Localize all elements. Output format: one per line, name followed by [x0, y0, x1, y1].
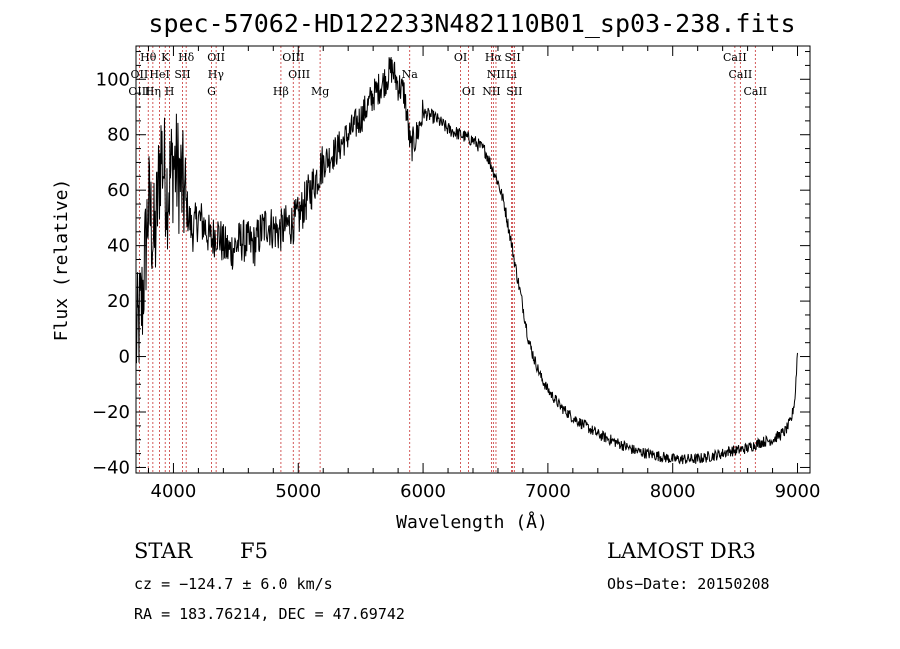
y-tick-label: −40 — [92, 457, 130, 478]
spectral-line-label: G — [207, 85, 216, 98]
spectral-line-label: OIII — [128, 85, 150, 98]
spectral-line-label: OIII — [282, 51, 304, 64]
spectral-line-label: Hδ — [178, 51, 195, 64]
obs-date: Obs−Date: 20150208 — [607, 575, 770, 593]
chart-title: spec-57062-HD122233N482110B01_sp03-238.f… — [148, 9, 795, 38]
x-axis-label: Wavelength (Å) — [396, 511, 548, 533]
x-tick-label: 7000 — [525, 481, 571, 502]
spectral-line-label: SII — [174, 68, 190, 81]
spectral-line-label: SII — [506, 85, 522, 98]
object-subclass: F5 — [240, 539, 268, 563]
spectral-line-label: H — [165, 85, 175, 98]
y-tick-label: 60 — [107, 180, 130, 201]
x-tick-label: 6000 — [400, 481, 446, 502]
x-tick-label: 4000 — [151, 481, 197, 502]
axis-ticks: 4000 5000 6000 7000 8000 9000 −40 −20 0 20 40 60 80 1… — [92, 46, 820, 502]
plot-frame — [135, 45, 811, 474]
spectral-line-label: NII — [482, 85, 500, 98]
spectral-line-label: K — [161, 51, 170, 64]
spectral-line-label: Hβ — [273, 85, 289, 98]
spectral-line-label: Li — [506, 68, 517, 81]
spectral-line-label: Mg — [311, 85, 329, 98]
survey-name: LAMOST DR3 — [607, 539, 756, 563]
spectral-line-label: OII — [131, 68, 149, 81]
spectral-line-label: SII — [504, 51, 520, 64]
y-tick-label: 40 — [107, 236, 130, 257]
object-class: STAR — [134, 539, 193, 563]
spectral-line-label: OII — [207, 51, 225, 64]
spectral-line-label: Na — [402, 68, 419, 81]
cz-value: cz = −124.7 ± 6.0 km/s — [134, 575, 333, 593]
y-tick-label: 100 — [96, 69, 130, 90]
spectral-line-label: Hγ — [208, 68, 225, 81]
spectral-line-label: CaII — [723, 51, 747, 64]
spectral-line-label: OI — [454, 51, 467, 64]
y-axis-label: Flux (relative) — [51, 179, 72, 342]
spectral-line-label: Hθ — [140, 51, 157, 64]
y-tick-label: 80 — [107, 125, 130, 146]
spectral-line-label: HeI — [149, 68, 169, 81]
spectral-line-label: NII — [487, 68, 505, 81]
spectral-line-label: CaII — [743, 85, 767, 98]
x-tick-label: 8000 — [650, 481, 696, 502]
spectral-line-label: Hη — [145, 85, 161, 98]
x-tick-label: 9000 — [775, 481, 821, 502]
coordinates: RA = 183.76214, DEC = 47.69742 — [134, 605, 405, 623]
x-tick-label: 5000 — [275, 481, 321, 502]
spectral-line-label: OIII — [288, 68, 310, 81]
spectral-line-label: CaII — [729, 68, 753, 81]
spectral-line-label: Hα — [485, 51, 503, 64]
y-tick-label: 0 — [119, 347, 130, 368]
y-tick-label: −20 — [92, 402, 130, 423]
flux-series-line — [135, 56, 798, 465]
y-tick-label: 20 — [107, 291, 130, 312]
spectral-line-label: OI — [462, 85, 475, 98]
